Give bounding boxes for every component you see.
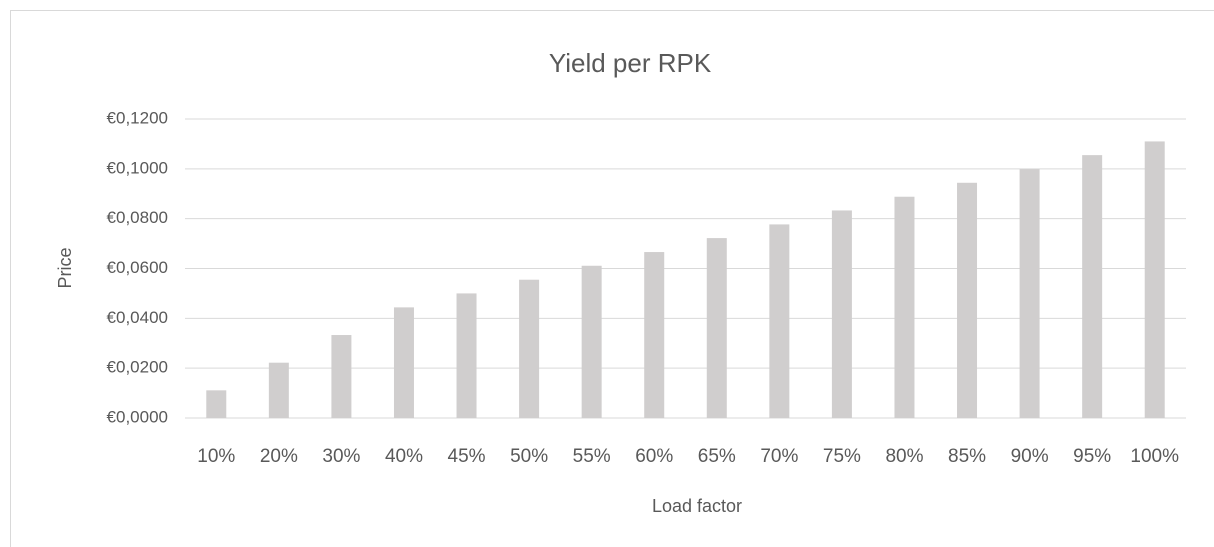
x-tick-label: 85% <box>948 446 986 467</box>
bar <box>894 196 915 418</box>
y-tick-label: €0,0800 <box>107 208 168 227</box>
chart-title: Yield per RPK <box>549 48 712 78</box>
x-tick-label: 65% <box>698 446 736 467</box>
bar <box>206 390 227 418</box>
x-axis-label: Load factor <box>652 496 742 516</box>
x-tick-label: 75% <box>823 446 861 467</box>
bar <box>957 182 978 418</box>
x-tick-label: 30% <box>322 446 360 467</box>
x-tick-label: 100% <box>1130 446 1179 467</box>
y-tick-label: €0,0400 <box>107 308 168 327</box>
bar <box>581 265 602 418</box>
bar <box>644 252 665 418</box>
x-tick-label: 45% <box>448 446 486 467</box>
x-tick-label: 10% <box>197 446 235 467</box>
y-tick-label: €0,1200 <box>107 108 168 127</box>
x-tick-label: 55% <box>573 446 611 467</box>
bar <box>1082 155 1103 419</box>
y-tick-label: €0,1000 <box>107 158 168 177</box>
bar <box>519 279 540 418</box>
x-tick-label: 20% <box>260 446 298 467</box>
chart-frame <box>10 10 1214 547</box>
y-tick-label: €0,0200 <box>107 358 168 377</box>
x-tick-label: 80% <box>885 446 923 467</box>
bar <box>393 307 414 418</box>
x-tick-label: 90% <box>1011 446 1049 467</box>
bar <box>268 362 289 418</box>
x-tick-label: 95% <box>1073 446 1111 467</box>
bar <box>769 224 790 418</box>
bar <box>1019 169 1040 418</box>
x-tick-label: 40% <box>385 446 423 467</box>
y-tick-label: €0,0600 <box>107 258 168 277</box>
x-tick-label: 50% <box>510 446 548 467</box>
x-tick-label: 70% <box>760 446 798 467</box>
bar <box>1144 141 1165 419</box>
bar <box>456 293 477 418</box>
y-tick-label: €0,0000 <box>107 407 168 426</box>
y-axis-label: Price <box>55 247 75 288</box>
bar <box>706 238 727 418</box>
bar <box>831 210 852 418</box>
x-tick-label: 60% <box>635 446 673 467</box>
bar <box>331 335 352 418</box>
